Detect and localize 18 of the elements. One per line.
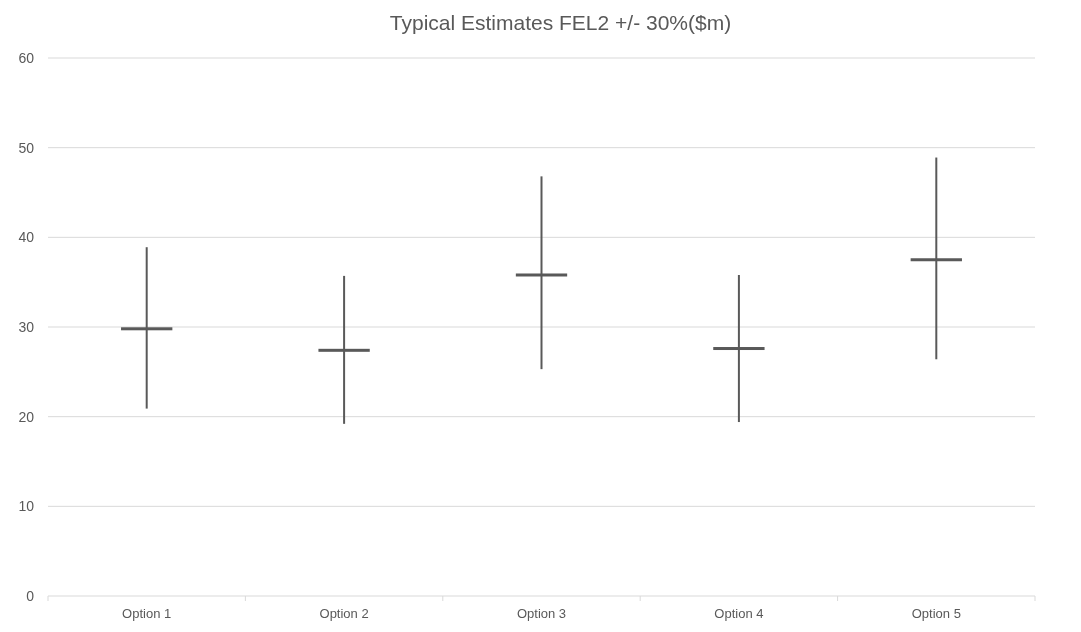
candlestick [121,246,173,410]
y-tick-label: 40 [18,229,35,246]
x-tick-label: Option 4 [714,606,764,621]
y-tick-label: 60 [18,49,35,66]
y-tick-label: 50 [18,139,35,156]
candlestick [713,273,765,424]
x-tick-label: Option 2 [319,606,369,621]
candlestick [910,156,962,361]
x-tick-label: Option 1 [122,606,172,621]
y-tick-label: 30 [18,318,35,335]
y-tick-label: 10 [18,498,35,515]
y-tick-label: 0 [26,587,35,604]
chart-title: Typical Estimates FEL2 +/- 30%($m) [389,11,732,34]
candlestick [318,274,370,425]
y-tick-label: 20 [18,408,35,425]
x-tick-label: Option 5 [911,606,961,621]
x-tick-label: Option 3 [516,606,567,621]
candlestick [515,175,568,371]
